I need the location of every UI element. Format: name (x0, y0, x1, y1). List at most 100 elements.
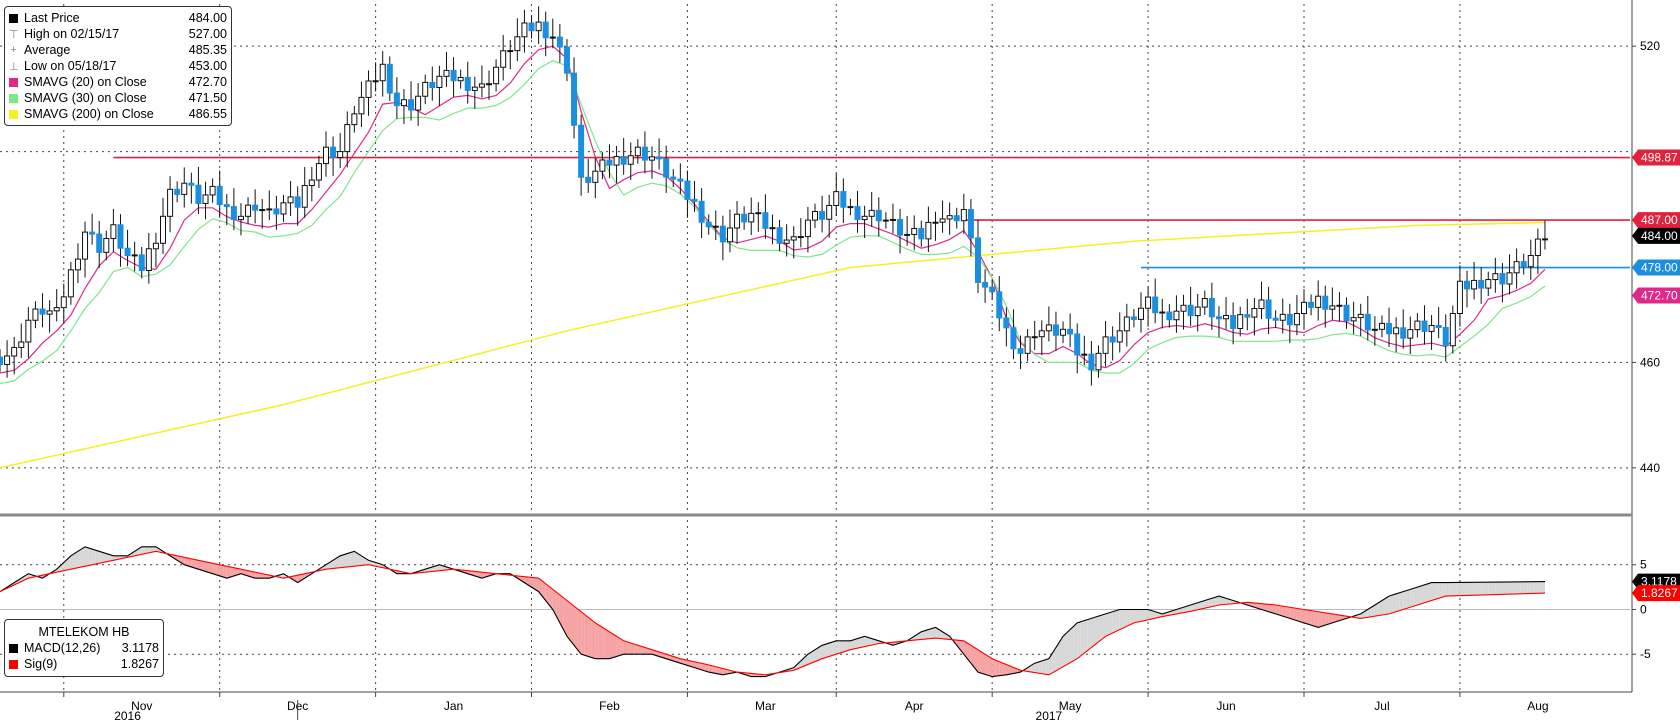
legend-value: 472.70 (188, 75, 227, 89)
price-tags: 498.87 487.00 478.00 484.00 472.70 (1632, 149, 1680, 304)
y-tick-label: 440 (1640, 461, 1660, 475)
macd-fill-segment (340, 554, 344, 568)
candle-body (1414, 320, 1421, 331)
candle-body (861, 215, 868, 221)
candle-body (1464, 280, 1470, 290)
macd-fill-segment (800, 657, 805, 668)
candle-body (1244, 314, 1251, 318)
macd-fill-segment (1282, 606, 1287, 618)
candle-body (613, 156, 620, 166)
macd-fill-segment (566, 600, 571, 641)
macd-fill-segment (822, 644, 826, 659)
candle-body (1230, 315, 1237, 329)
legend-swatch (9, 13, 18, 23)
candle-body (719, 225, 726, 243)
macd-fill-segment (1389, 594, 1393, 614)
candle-body (103, 238, 110, 253)
macd-fill-segment (1279, 605, 1283, 617)
panel-divider-bar (0, 513, 1632, 517)
candle-body (1343, 304, 1350, 322)
candle-body (656, 156, 663, 160)
candle-body (429, 81, 436, 88)
candle-body (53, 307, 60, 312)
macd-legend-row: MACD(12,26) 3.1178 (9, 640, 159, 656)
macd-fill-segment (981, 651, 986, 675)
legend-row: SMAVG (200) on Close 486.55 (9, 106, 227, 122)
macd-fill-segment (74, 551, 78, 569)
candle-body (946, 215, 953, 220)
price-tag-box (1632, 227, 1680, 244)
macd-fill-segment (1399, 591, 1404, 611)
macd-fill-segment (570, 603, 575, 646)
macd-fill-segment (1470, 582, 1475, 596)
macd-fill-segment (584, 614, 589, 657)
macd-line (0, 546, 1546, 678)
candle-body (634, 146, 641, 157)
macd-fill-segment (1442, 582, 1446, 598)
candle-body (216, 185, 223, 206)
candle-body (1541, 238, 1548, 241)
candle-body (797, 236, 804, 239)
macd-fill-segment (173, 555, 178, 561)
price-grid (0, 4, 1630, 510)
macd-fill-segment (1116, 609, 1120, 632)
macd-fill-segment (1403, 590, 1407, 610)
candle-body (443, 69, 450, 77)
price-tag-label: 3.1178 (1641, 575, 1677, 589)
macd-fill-segment (70, 553, 75, 570)
macd-fill-segment (637, 645, 642, 655)
candle-body (464, 76, 471, 91)
macd-fill-segment (931, 627, 936, 639)
candle-body (436, 75, 443, 88)
candle-body (1499, 273, 1506, 285)
candle-body (96, 233, 103, 253)
candle-body (620, 156, 627, 165)
macd-fill-segment (1197, 601, 1202, 610)
candle-body (400, 99, 407, 107)
candle-body (1223, 315, 1230, 320)
legend-value: 453.00 (188, 59, 227, 73)
candle-body (875, 209, 882, 222)
price-tag-box (1632, 259, 1680, 276)
candle-body (741, 213, 748, 223)
candle-body (1180, 304, 1187, 312)
candle-body (1130, 316, 1137, 320)
candle-body (1315, 295, 1322, 308)
candle-body (379, 63, 386, 82)
candle-body (975, 237, 981, 284)
macd-fill-segment (1141, 609, 1145, 622)
legend-swatch (9, 643, 18, 653)
macd-fill-segment (237, 568, 241, 575)
macd-fill-segment (588, 617, 592, 658)
macd-fill-segment (481, 572, 486, 579)
macd-fill-segment (694, 661, 699, 669)
candle-body (230, 206, 237, 221)
macd-fill-segment (1091, 617, 1095, 648)
candle-body (323, 146, 329, 165)
macd-fill-segment (1335, 614, 1340, 622)
candle-body (769, 227, 776, 230)
candle-body (1336, 304, 1343, 307)
panel-divider (0, 513, 1632, 517)
macd-fill-segment (350, 551, 355, 567)
macd-fill-segment (1523, 581, 1528, 594)
macd-fill-segment (577, 608, 582, 655)
candle-body (1017, 348, 1024, 354)
price-tag-label: 498.87 (1641, 151, 1678, 165)
macd-fill-segment (1034, 662, 1039, 674)
candle-body (925, 221, 932, 240)
candle-body (1215, 316, 1222, 320)
macd-fill-segment (992, 658, 996, 677)
macd-fill-segment (106, 553, 110, 562)
macd-fill-segment (131, 551, 135, 557)
macd-fill-segment (914, 634, 918, 641)
candle-body (252, 204, 259, 211)
month-label: Jan (444, 699, 463, 713)
candle-body (1513, 261, 1520, 274)
price-axis: 440 460 520 (1631, 0, 1660, 692)
legend-label: SMAVG (30) on Close (24, 91, 147, 105)
macd-fill-segment (701, 663, 706, 671)
candle-body (819, 211, 826, 220)
candle-body (1350, 317, 1357, 322)
candle-body (1116, 330, 1123, 343)
